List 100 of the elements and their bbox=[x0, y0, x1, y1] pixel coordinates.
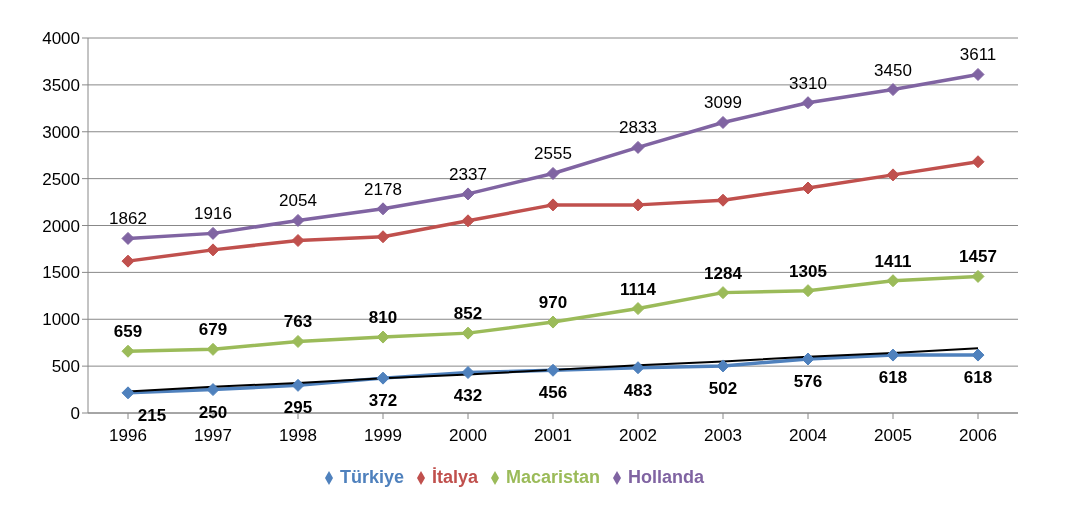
point bbox=[376, 202, 390, 216]
point bbox=[886, 348, 900, 362]
x-tick-label: 2004 bbox=[789, 426, 827, 446]
point bbox=[546, 315, 560, 329]
point bbox=[546, 198, 560, 212]
data-label: 2054 bbox=[279, 191, 317, 211]
point bbox=[376, 371, 390, 385]
y-tick-label: 0 bbox=[70, 404, 80, 424]
point bbox=[971, 269, 985, 283]
point bbox=[121, 254, 135, 268]
data-label: 295 bbox=[283, 398, 313, 418]
y-tick-label: 3000 bbox=[42, 122, 80, 142]
data-label: 618 bbox=[963, 368, 993, 388]
point bbox=[376, 230, 390, 244]
point bbox=[971, 67, 985, 81]
data-label: 3450 bbox=[874, 60, 912, 80]
data-label: 250 bbox=[198, 402, 228, 422]
data-label: 763 bbox=[283, 312, 313, 332]
legend-label: Hollanda bbox=[628, 467, 705, 487]
data-label: 456 bbox=[538, 383, 568, 403]
y-tick-label: 3500 bbox=[42, 75, 80, 95]
data-label: 618 bbox=[878, 368, 908, 388]
point bbox=[801, 284, 815, 298]
point bbox=[461, 214, 475, 228]
data-label: 679 bbox=[198, 320, 228, 340]
data-label: 1457 bbox=[959, 247, 997, 267]
point bbox=[886, 168, 900, 182]
point bbox=[716, 193, 730, 207]
point bbox=[291, 234, 305, 247]
point bbox=[461, 366, 475, 379]
y-tick-label: 4000 bbox=[42, 29, 80, 49]
data-label: 810 bbox=[368, 308, 398, 328]
point bbox=[206, 342, 220, 356]
data-label: 2555 bbox=[534, 144, 572, 164]
x-tick-label: 2000 bbox=[449, 426, 487, 446]
x-tick-label: 1999 bbox=[364, 426, 402, 446]
data-label: 1305 bbox=[789, 261, 827, 281]
y-tick-label: 1500 bbox=[42, 263, 80, 283]
data-label: 1284 bbox=[704, 263, 743, 283]
x-tick-label: 1998 bbox=[279, 426, 317, 446]
point bbox=[631, 140, 645, 154]
data-label: 483 bbox=[623, 380, 653, 400]
x-tick-label: 2003 bbox=[704, 426, 742, 446]
point bbox=[291, 378, 305, 392]
point bbox=[461, 326, 475, 340]
data-label: 372 bbox=[368, 391, 398, 411]
x-tick-label: 2005 bbox=[874, 426, 912, 446]
x-tick-label: 2001 bbox=[534, 426, 572, 446]
point bbox=[886, 83, 900, 97]
point bbox=[121, 231, 135, 245]
data-label: 1862 bbox=[109, 209, 147, 229]
legend-label: Türkiye bbox=[339, 467, 404, 487]
data-label: 1411 bbox=[874, 251, 912, 271]
x-tick-label: 1996 bbox=[109, 426, 147, 446]
x-tick-label: 2002 bbox=[619, 426, 657, 446]
point bbox=[121, 344, 135, 358]
point bbox=[461, 187, 475, 201]
data-label: 576 bbox=[793, 372, 823, 391]
data-label: 2337 bbox=[449, 164, 487, 184]
point bbox=[631, 361, 645, 375]
point bbox=[716, 286, 730, 300]
data-label: 432 bbox=[453, 385, 483, 405]
point bbox=[291, 213, 305, 227]
legend-label: İtalya bbox=[431, 467, 478, 487]
point bbox=[631, 302, 645, 316]
data-label: 3310 bbox=[789, 73, 827, 93]
data-label: 3099 bbox=[704, 93, 742, 113]
point bbox=[886, 274, 900, 288]
x-tick-label: 2006 bbox=[959, 426, 997, 446]
point bbox=[801, 352, 815, 366]
point bbox=[971, 155, 985, 169]
point bbox=[801, 96, 815, 110]
point bbox=[801, 181, 815, 195]
point bbox=[546, 363, 560, 377]
point bbox=[376, 330, 390, 344]
x-tick-label: 1997 bbox=[194, 426, 232, 446]
data-label: 1916 bbox=[194, 204, 232, 224]
point bbox=[546, 166, 560, 180]
data-label: 852 bbox=[453, 304, 483, 324]
data-label: 2833 bbox=[619, 118, 657, 138]
point bbox=[206, 243, 220, 257]
point bbox=[291, 334, 305, 348]
data-label: 3611 bbox=[959, 45, 997, 65]
data-label: 2178 bbox=[364, 179, 402, 199]
y-tick-label: 2000 bbox=[42, 216, 80, 236]
y-tick-label: 500 bbox=[51, 357, 80, 377]
data-label: 215 bbox=[137, 405, 167, 425]
data-label: 659 bbox=[113, 322, 143, 342]
point bbox=[971, 348, 985, 362]
data-label: 970 bbox=[538, 293, 568, 313]
point bbox=[121, 386, 135, 400]
point bbox=[206, 226, 220, 240]
data-label: 1114 bbox=[620, 279, 657, 299]
legend-label: Macaristan bbox=[506, 467, 601, 487]
y-tick-label: 2500 bbox=[42, 169, 80, 189]
point bbox=[206, 383, 220, 397]
point bbox=[716, 115, 730, 129]
y-tick-label: 1000 bbox=[42, 310, 80, 330]
point bbox=[716, 359, 730, 373]
data-label: 502 bbox=[708, 378, 738, 398]
